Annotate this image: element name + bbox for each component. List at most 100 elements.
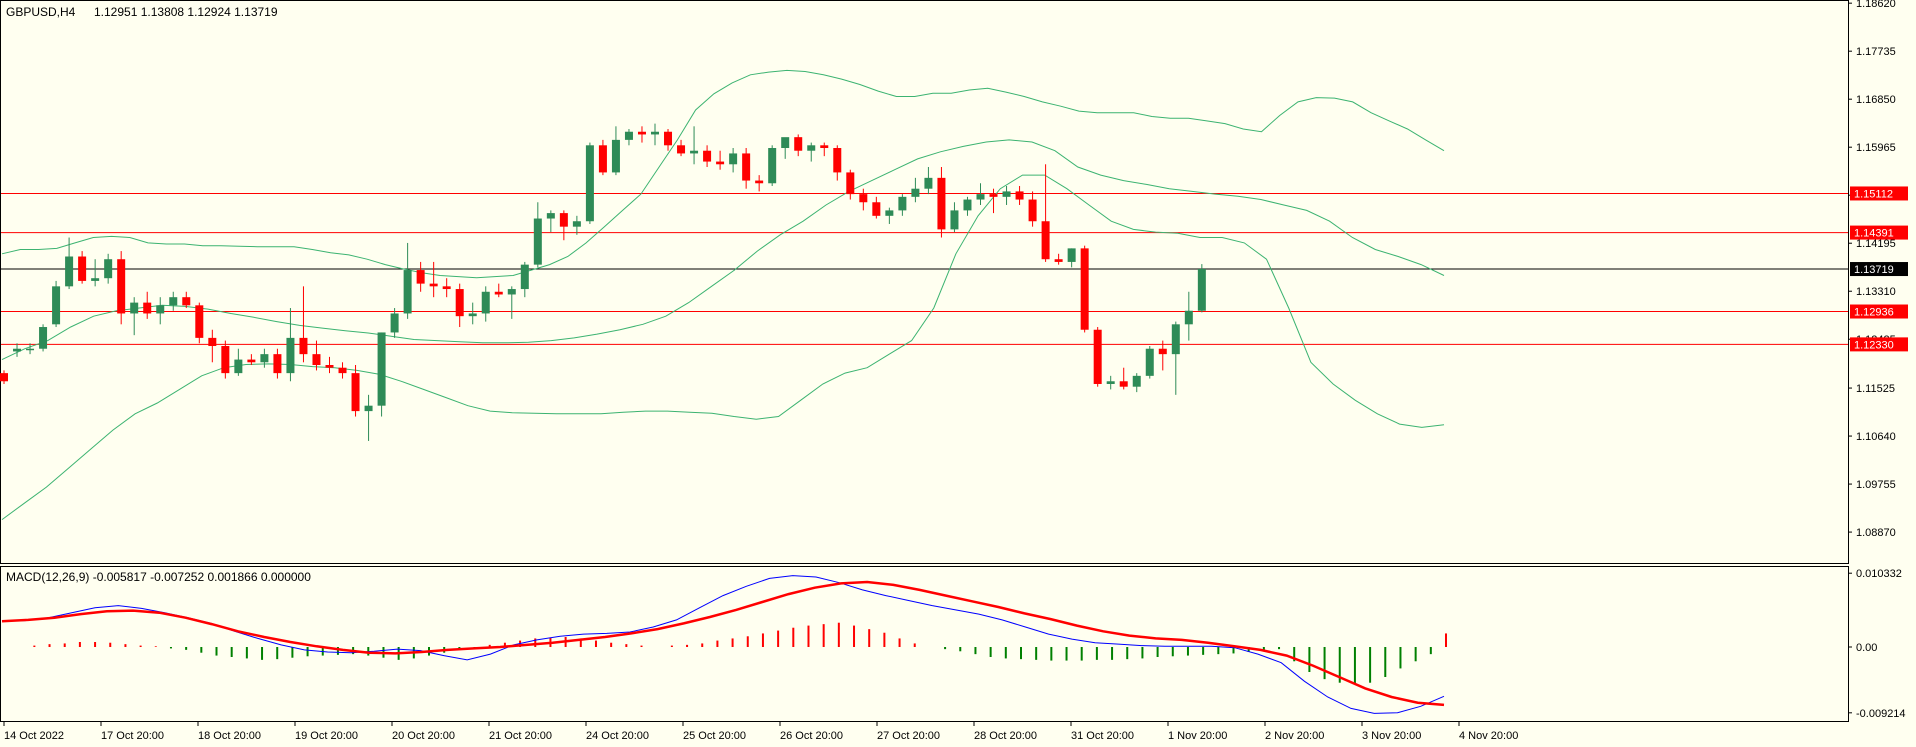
time-axis: 14 Oct 2022 17 Oct 20:00 18 Oct 20:00 19 Oc… <box>3 722 1518 742</box>
bear-candle-body <box>1119 381 1128 387</box>
bear-candle-body <box>494 291 503 295</box>
bear-candle-body <box>182 297 191 306</box>
bull-candle-body <box>52 286 61 325</box>
time-tick-label: 1 Nov 20:00 <box>1168 730 1227 742</box>
bull-candle-body <box>377 332 386 406</box>
time-tick-label: 24 Oct 20:00 <box>586 730 649 742</box>
bear-candle-body <box>247 359 256 363</box>
bull-candle-body <box>1132 375 1141 387</box>
bear-candle-body <box>1158 348 1167 355</box>
bear-candle-body <box>742 153 751 181</box>
price-tick-label: 1.09755 <box>1856 479 1896 491</box>
bull-candle-body <box>104 259 113 279</box>
bull-candle-body <box>781 137 790 149</box>
bull-candle-body <box>807 145 816 151</box>
bear-candle-body <box>208 337 217 347</box>
bear-candle-body <box>221 346 230 374</box>
price-tick-label: 1.18620 <box>1856 0 1896 10</box>
bull-candle-body <box>611 139 620 173</box>
bull-candle-body <box>1106 381 1115 384</box>
bear-candle-body <box>338 367 347 374</box>
bull-candle-body <box>950 210 959 230</box>
bull-candle-body <box>1197 268 1206 311</box>
bull-candle-body <box>585 145 594 222</box>
bear-candle-body <box>117 259 126 314</box>
time-tick-label: 20 Oct 20:00 <box>392 730 455 742</box>
level-price-tag-label: 1.12936 <box>1854 307 1894 319</box>
bull-candle-body <box>26 348 35 351</box>
level-price-tag <box>1850 225 1908 240</box>
price-tick-label: 1.08870 <box>1856 527 1896 539</box>
level-price-tag <box>1850 304 1908 319</box>
price-tags: 1.15112 1.14391 1.12936 1.12330 1.13719 <box>1850 186 1908 352</box>
bear-candle-body <box>312 354 321 365</box>
bull-candle-body <box>976 194 985 200</box>
bull-candle-body <box>1184 310 1193 325</box>
bull-candle-body <box>729 153 738 165</box>
bull-candle-body <box>13 348 22 352</box>
time-tick-label: 21 Oct 20:00 <box>489 730 552 742</box>
level-price-tag <box>1850 186 1908 201</box>
bear-candle-body <box>1054 259 1063 262</box>
bull-candle-body <box>690 150 699 154</box>
bear-candle-body <box>442 286 451 290</box>
candlesticks <box>0 123 1206 441</box>
bear-candle-body <box>755 180 764 184</box>
macd-tick-label: 0.00 <box>1856 642 1877 654</box>
bull-candle-body <box>403 270 412 314</box>
bear-candle-body <box>846 172 855 195</box>
bull-candle-body <box>1002 191 1011 197</box>
current-price-tag <box>1850 262 1908 277</box>
price-tick-label: 1.17735 <box>1856 46 1896 58</box>
price-tick-label: 1.13310 <box>1856 286 1896 298</box>
bull-candle-body <box>651 131 659 135</box>
level-price-tag <box>1850 337 1908 352</box>
bear-candle-body <box>416 270 425 284</box>
bear-candle-body <box>299 337 308 355</box>
bear-candle-body <box>429 283 438 287</box>
bear-candle-body <box>1028 199 1037 222</box>
price-tick-label: 1.16850 <box>1856 94 1896 106</box>
price-tick-label: 1.10640 <box>1856 431 1896 443</box>
time-tick-label: 17 Oct 20:00 <box>101 730 164 742</box>
bear-candle-body <box>1093 329 1102 384</box>
bollinger-middle-band <box>1 139 1445 361</box>
bear-candle-body <box>598 145 607 173</box>
bull-candle-body <box>572 221 581 227</box>
level-price-tag-label: 1.15112 <box>1854 188 1893 200</box>
bear-candle-body <box>143 302 152 314</box>
bear-candle-body <box>989 194 998 197</box>
bear-candle-body <box>273 354 282 374</box>
level-price-tag-label: 1.14391 <box>1854 228 1894 240</box>
price-tick-label: 1.11525 <box>1856 383 1895 395</box>
bull-candle-body <box>390 313 399 333</box>
macd-tick-label: -0.009214 <box>1856 708 1906 720</box>
bear-candle-body <box>0 373 8 382</box>
macd-indicator-label: MACD(12,26,9) -0.005817 -0.007252 0.0018… <box>6 570 311 584</box>
bear-candle-body <box>1080 248 1089 330</box>
bull-candle-body <box>234 359 243 374</box>
bull-candle-body <box>924 177 933 189</box>
bull-candle-body <box>1067 248 1076 262</box>
time-tick-label: 4 Nov 20:00 <box>1459 730 1518 742</box>
time-tick-label: 14 Oct 2022 <box>4 730 64 742</box>
bear-candle-body <box>455 289 464 317</box>
bull-candle-body <box>546 213 555 219</box>
bull-candle-body <box>169 297 178 306</box>
bull-candle-body <box>156 305 165 314</box>
bear-candle-body <box>937 177 946 230</box>
bull-candle-body <box>911 188 920 197</box>
ohlc-values: 1.12951 1.13808 1.12924 1.13719 <box>94 5 278 19</box>
bear-candle-body <box>664 131 673 146</box>
level-price-tag-label: 1.12330 <box>1854 339 1894 351</box>
bull-candle-body <box>885 210 894 216</box>
macd-panel-frame <box>0 566 1849 722</box>
time-tick-label: 2 Nov 20:00 <box>1265 730 1324 742</box>
bull-candle-body <box>963 199 972 211</box>
bear-candle-body <box>794 137 803 151</box>
bear-candle-body <box>833 148 842 173</box>
macd-main-line <box>1 575 1445 714</box>
bear-candle-body <box>716 161 725 165</box>
macd-axis: 0.010332 0.00 -0.009214 <box>1848 568 1906 720</box>
